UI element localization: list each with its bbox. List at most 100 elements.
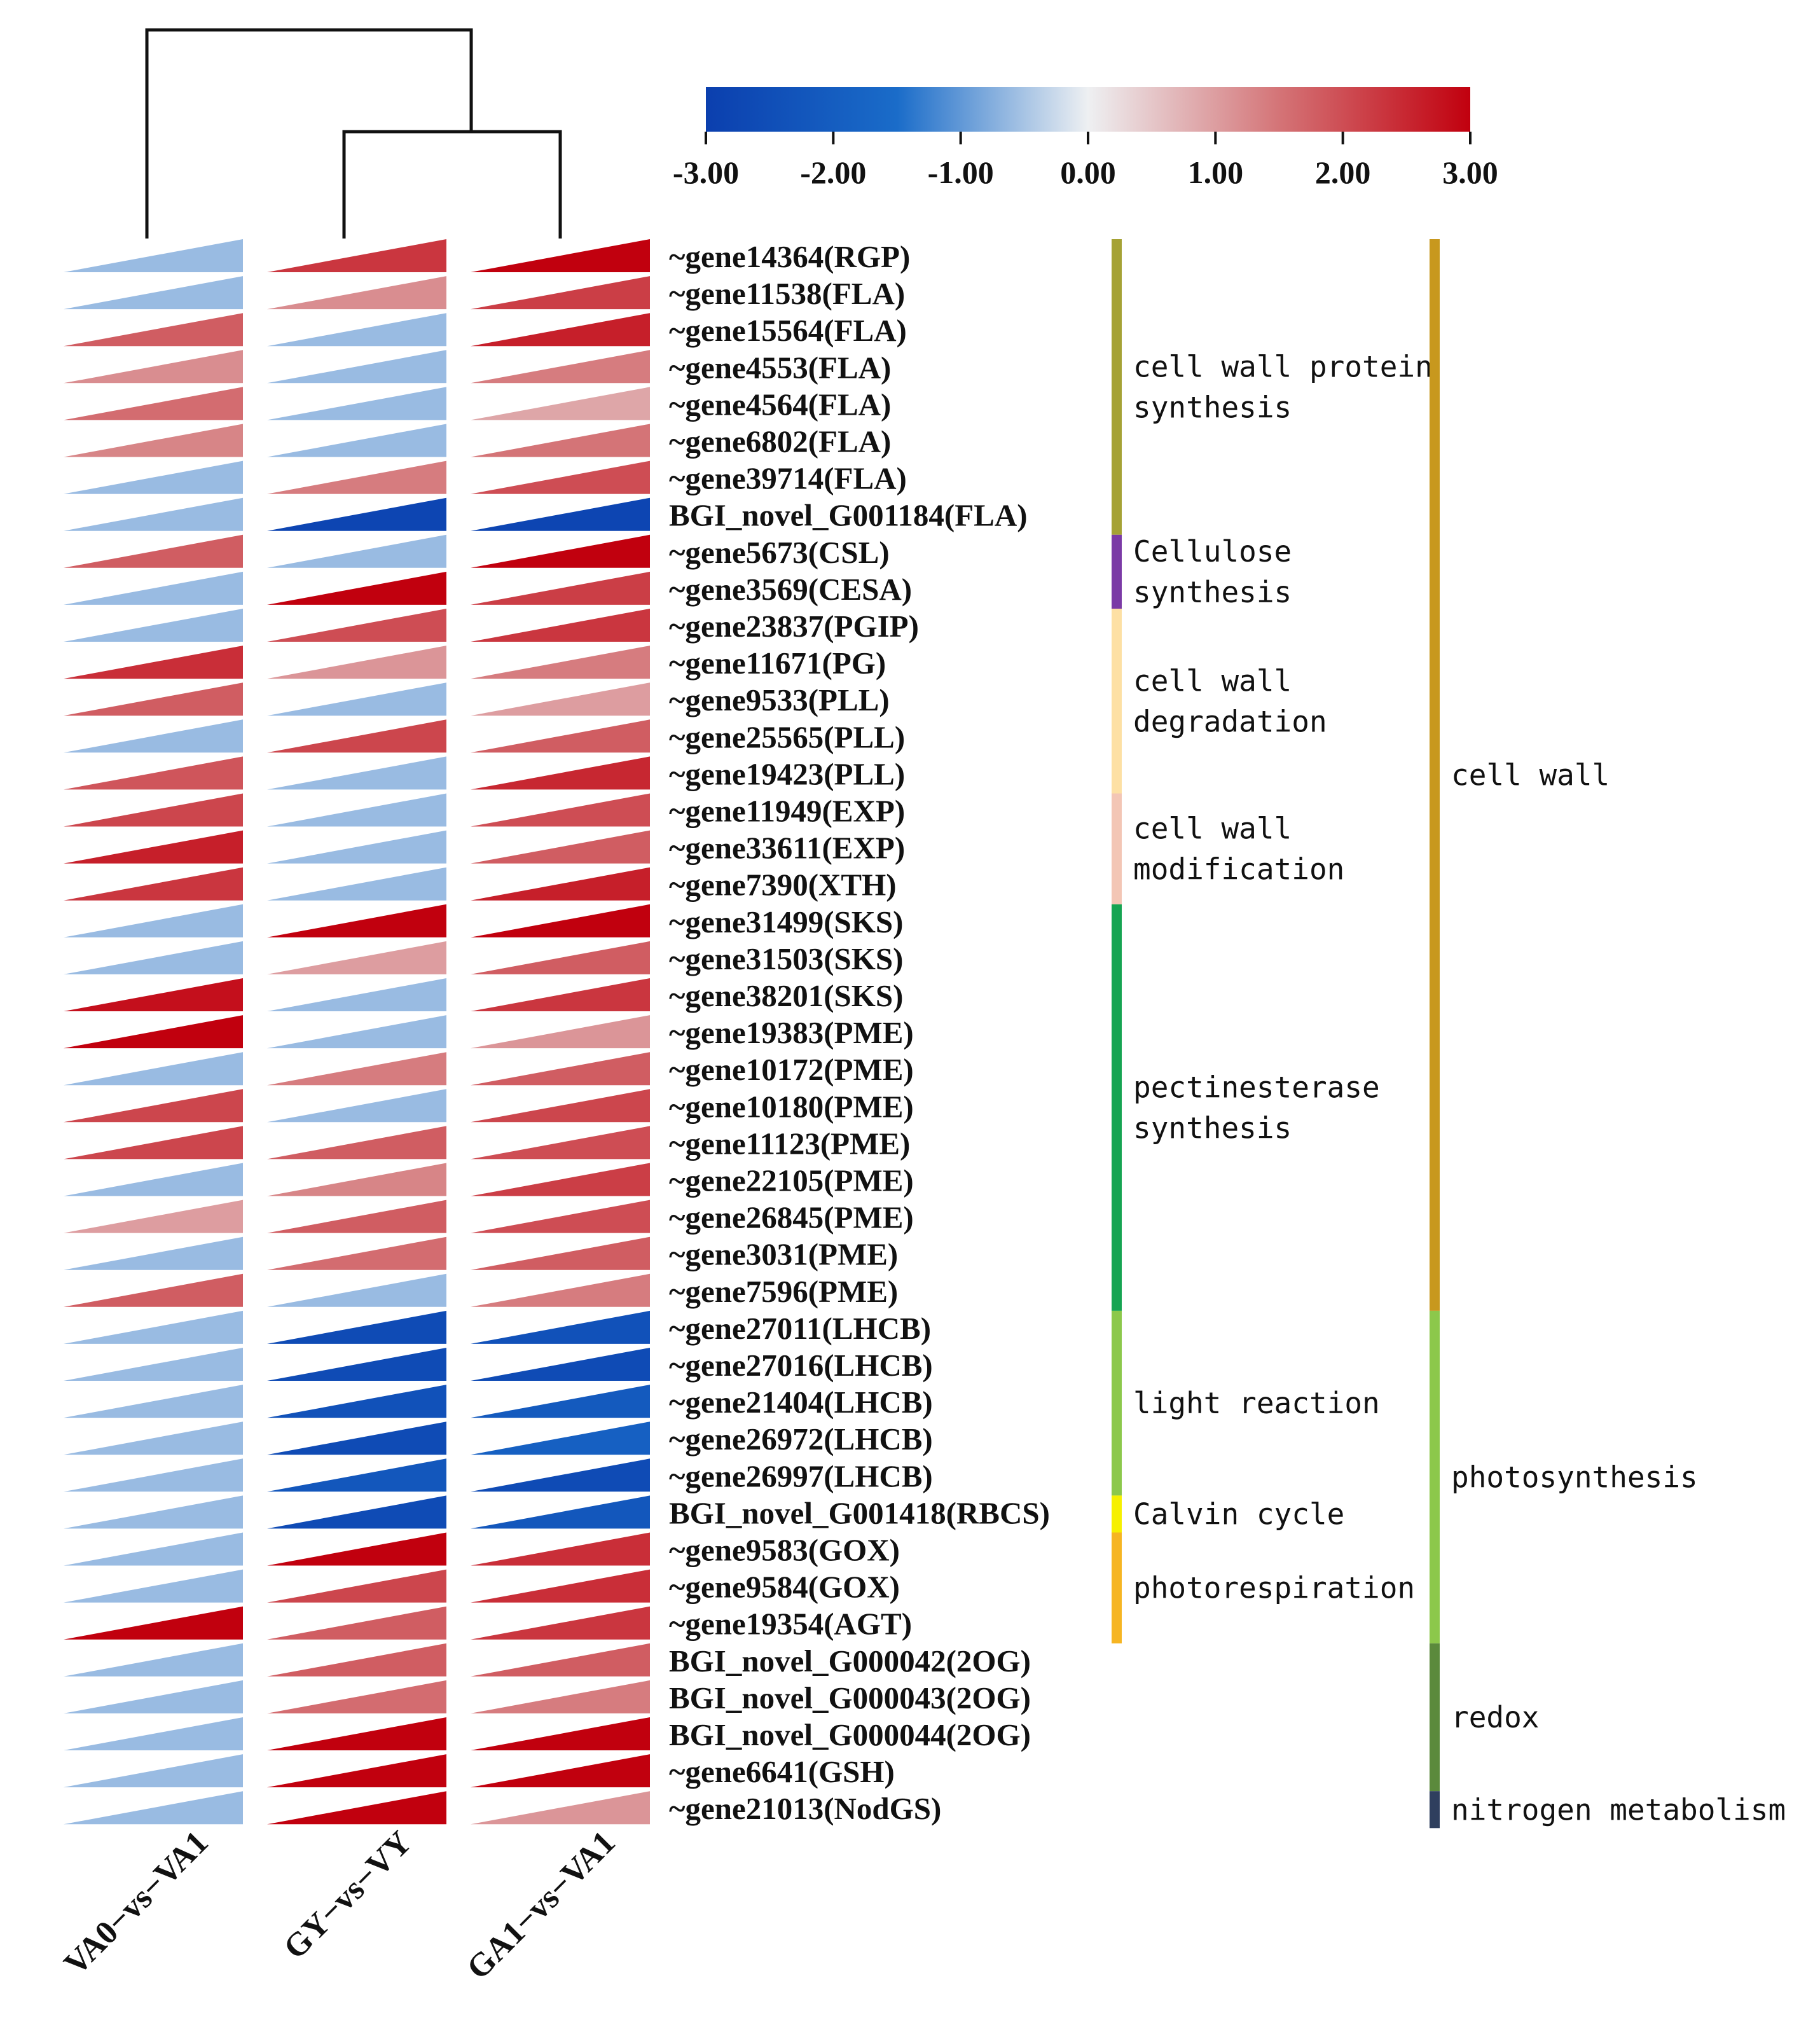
heatmap-cell bbox=[471, 1643, 650, 1677]
heatmap-cell bbox=[267, 1089, 446, 1123]
category-bar bbox=[1430, 1310, 1440, 1643]
heatmap-cell bbox=[267, 1015, 446, 1049]
gene-label: ~gene3031(PME) bbox=[669, 1237, 898, 1272]
heatmap-cell bbox=[64, 387, 243, 420]
heatmap-cell bbox=[471, 497, 650, 531]
heatmap-cell bbox=[267, 756, 446, 790]
gene-label: ~gene21013(NodGS) bbox=[669, 1791, 941, 1826]
heatmap-cell bbox=[64, 1458, 243, 1492]
colorbar-tick-label: -1.00 bbox=[928, 155, 994, 190]
gene-label: ~gene19423(PLL) bbox=[669, 756, 905, 791]
heatmap-cell bbox=[64, 941, 243, 974]
gene-label: ~gene39714(FLA) bbox=[669, 461, 907, 496]
colorbar-tick-label: 1.00 bbox=[1188, 155, 1244, 190]
category-label: nitrogen metabolism bbox=[1451, 1792, 1786, 1827]
heatmap-cell bbox=[267, 239, 446, 272]
heatmap-cell bbox=[471, 1791, 650, 1825]
heatmap-cell bbox=[471, 571, 650, 605]
gene-label: ~gene9533(PLL) bbox=[669, 682, 890, 717]
category-bar bbox=[1430, 1791, 1440, 1829]
heatmap-cell bbox=[471, 1236, 650, 1270]
heatmap-cell bbox=[471, 1532, 650, 1566]
heatmap-cells bbox=[64, 239, 650, 1825]
heatmap-cell bbox=[471, 239, 650, 272]
heatmap-cell bbox=[64, 1791, 243, 1825]
heatmap-cell bbox=[471, 1126, 650, 1159]
heatmap-cell bbox=[64, 1532, 243, 1566]
heatmap-cell bbox=[64, 313, 243, 347]
category-bar bbox=[1112, 1532, 1122, 1643]
heatmap-cell bbox=[64, 756, 243, 790]
heatmap-cell bbox=[64, 1495, 243, 1529]
colorbar-tick-label: 2.00 bbox=[1315, 155, 1371, 190]
heatmap-cell bbox=[267, 1385, 446, 1418]
heatmap-cell bbox=[64, 1569, 243, 1603]
column-label: GY−vs−VY bbox=[277, 1824, 418, 1966]
gene-label: ~gene11538(FLA) bbox=[669, 276, 905, 311]
gene-label: ~gene4564(FLA) bbox=[669, 387, 891, 422]
heatmap-cell bbox=[267, 1273, 446, 1307]
heatmap-cell bbox=[64, 1310, 243, 1344]
heatmap-cell bbox=[64, 1052, 243, 1086]
heatmap-cell bbox=[471, 1015, 650, 1049]
category-label: cell wall bbox=[1133, 663, 1292, 698]
heatmap-cell bbox=[64, 239, 243, 272]
heatmap-cell bbox=[267, 867, 446, 901]
gene-label: ~gene10172(PME) bbox=[669, 1052, 914, 1087]
heatmap-cell bbox=[471, 1606, 650, 1640]
heatmap-cell bbox=[471, 719, 650, 753]
heatmap-cell bbox=[64, 1200, 243, 1233]
heatmap-cell bbox=[64, 793, 243, 827]
heatmap-cell bbox=[471, 313, 650, 347]
gene-label: BGI_novel_G001184(FLA) bbox=[669, 498, 1028, 533]
heatmap-cell bbox=[267, 609, 446, 642]
heatmap-cell bbox=[471, 1754, 650, 1788]
heatmap-cell bbox=[64, 1717, 243, 1750]
heatmap-cell bbox=[64, 609, 243, 642]
category-bar bbox=[1112, 1495, 1122, 1533]
heatmap-cell bbox=[267, 904, 446, 937]
heatmap-cell bbox=[471, 460, 650, 494]
gene-label: ~gene19354(AGT) bbox=[669, 1607, 912, 1642]
gene-label: ~gene14364(RGP) bbox=[669, 239, 910, 274]
heatmap-cell bbox=[471, 1422, 650, 1455]
heatmap-cell bbox=[471, 1717, 650, 1750]
heatmap-cell bbox=[267, 1126, 446, 1159]
heatmap-cell bbox=[267, 571, 446, 605]
gene-label: BGI_novel_G000044(2OG) bbox=[669, 1717, 1031, 1752]
heatmap-cell bbox=[267, 719, 446, 753]
heatmap-cell bbox=[267, 1606, 446, 1640]
gene-label: ~gene3569(CESA) bbox=[669, 572, 912, 607]
category-bar bbox=[1112, 904, 1122, 1311]
heatmap-cell bbox=[471, 350, 650, 384]
dendrogram-branch bbox=[145, 28, 473, 239]
column-label: GA1−vs−VA1 bbox=[460, 1824, 622, 1986]
gene-label: ~gene11123(PME) bbox=[669, 1126, 910, 1161]
colorbar-gradient bbox=[706, 87, 1470, 132]
colorbar-tick-label: 3.00 bbox=[1442, 155, 1498, 190]
colorbar-tick-label: 0.00 bbox=[1060, 155, 1116, 190]
heatmap-cell bbox=[471, 904, 650, 937]
category-label: photorespiration bbox=[1133, 1571, 1415, 1605]
gene-labels: ~gene14364(RGP)~gene11538(FLA)~gene15564… bbox=[669, 239, 1050, 1826]
heatmap-cell bbox=[471, 387, 650, 420]
category-label: degradation bbox=[1133, 704, 1327, 738]
category-label: synthesis bbox=[1133, 575, 1292, 609]
heatmap-cell bbox=[64, 424, 243, 457]
gene-label: ~gene27011(LHCB) bbox=[669, 1311, 931, 1346]
gene-label: ~gene5673(CSL) bbox=[669, 535, 890, 570]
heatmap-cell bbox=[64, 276, 243, 310]
heatmap-cell bbox=[64, 1385, 243, 1418]
outer-category-bars: cell wall photosynthesis redox nitrogen met… bbox=[1430, 239, 1786, 1829]
heatmap-cell bbox=[267, 460, 446, 494]
gene-label: ~gene38201(SKS) bbox=[669, 978, 903, 1013]
heatmap-cell bbox=[64, 1236, 243, 1270]
category-label: light reaction bbox=[1133, 1386, 1380, 1420]
heatmap-cell bbox=[64, 460, 243, 494]
gene-label: ~gene6641(GSH) bbox=[669, 1754, 895, 1789]
heatmap-cell bbox=[267, 1163, 446, 1196]
gene-label: ~gene7596(PME) bbox=[669, 1274, 898, 1309]
gene-label: ~gene21404(LHCB) bbox=[669, 1385, 933, 1420]
heatmap-cell bbox=[471, 276, 650, 310]
